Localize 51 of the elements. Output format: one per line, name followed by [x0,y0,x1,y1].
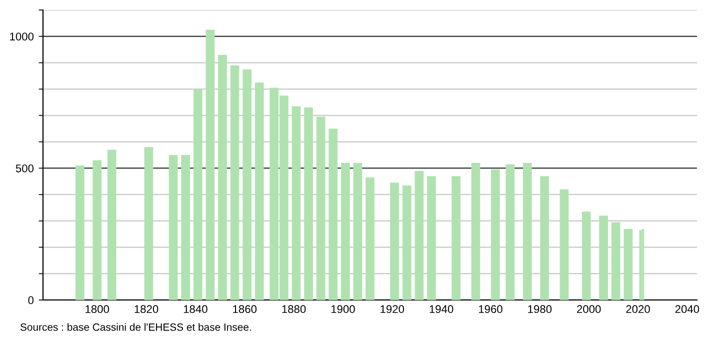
bar [304,108,313,300]
bar [582,212,591,300]
bar [540,176,549,300]
bar [414,170,424,300]
y-tick-label: 0 [28,296,34,304]
bar [144,147,154,300]
bar [471,162,480,300]
bar [193,89,202,300]
bar [242,69,252,300]
x-tick-label: 1880 [282,305,306,314]
x-tick-label: 1920 [380,305,404,314]
source-note: Sources : base Cassini de l'EHESS et base Insee. [20,323,251,331]
bar [390,182,400,300]
bar [452,176,460,300]
bar [206,30,215,300]
x-tick-label: 1860 [233,305,257,314]
x-tick-label: 2040 [675,305,700,314]
bar [427,176,436,300]
x-tick-label: 1800 [86,305,110,314]
bar [181,155,190,300]
bar [92,160,102,300]
bar [560,189,569,300]
bar [230,65,240,300]
bar [316,116,326,300]
x-tick-label: 2000 [577,305,601,314]
bar [254,82,264,300]
x-tick-label: 1820 [134,305,158,314]
bar [353,162,362,300]
bar [402,185,412,300]
bar [506,164,515,300]
bar [522,162,532,300]
y-tick-label: 1000 [10,32,34,40]
bar [340,162,350,300]
x-tick-label: 1900 [331,305,355,314]
bar [490,170,500,300]
bar [366,177,374,300]
bar [292,106,301,300]
bar [75,166,84,300]
bar [599,216,608,300]
bar [328,128,338,300]
bar [168,155,178,300]
x-tick-label: 2020 [626,305,650,314]
x-tick-label: 1980 [528,305,552,314]
bar [611,222,620,300]
bar [218,54,227,300]
x-tick-label: 1840 [184,305,208,314]
x-tick-label: 1960 [478,305,502,314]
bar [624,228,633,300]
x-tick-label: 1940 [430,305,454,314]
bar [107,150,116,300]
y-tick-label: 500 [16,164,34,172]
